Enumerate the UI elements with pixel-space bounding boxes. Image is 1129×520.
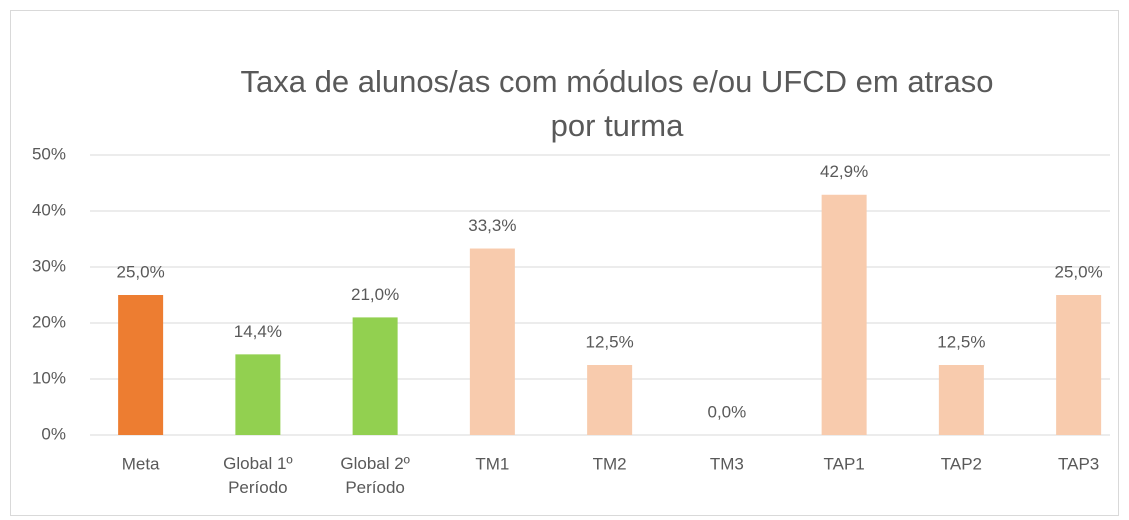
- bar: [587, 365, 633, 435]
- value-label: 25,0%: [117, 262, 165, 281]
- value-label: 12,5%: [586, 332, 634, 351]
- y-tick-label: 50%: [32, 144, 66, 163]
- x-tick-label: TM2: [593, 454, 627, 473]
- y-tick-label: 10%: [32, 368, 66, 387]
- bar: [235, 354, 281, 435]
- value-label: 21,0%: [351, 285, 399, 304]
- x-tick-label: Meta: [122, 454, 160, 473]
- bar: [821, 194, 867, 435]
- value-label: 14,4%: [234, 322, 282, 341]
- value-label: 25,0%: [1055, 262, 1103, 281]
- value-label: 42,9%: [820, 162, 868, 181]
- bar: [118, 295, 164, 435]
- bar: [1056, 295, 1102, 435]
- y-tick-label: 40%: [32, 200, 66, 219]
- x-tick-label: Global 1º Período: [223, 454, 293, 497]
- x-tick-label: TM3: [710, 454, 744, 473]
- value-label: 33,3%: [468, 216, 516, 235]
- bar: [469, 248, 515, 435]
- bar: [938, 365, 984, 435]
- x-tick-line: Global 1º: [223, 454, 293, 473]
- bar: [352, 317, 398, 435]
- y-tick-label: 0%: [41, 424, 66, 443]
- x-tick-label: TAP1: [823, 454, 864, 473]
- x-tick-line: Global 2º: [340, 454, 410, 473]
- x-tick-label: TAP2: [941, 454, 982, 473]
- x-tick-label: TM1: [475, 454, 509, 473]
- value-label: 0,0%: [708, 402, 747, 421]
- chart-title: Taxa de alunos/as com módulos e/ou UFCD …: [240, 64, 994, 143]
- y-tick-label: 20%: [32, 312, 66, 331]
- x-tick-line: Período: [228, 478, 288, 497]
- value-label: 12,5%: [937, 332, 985, 351]
- y-tick-label: 30%: [32, 256, 66, 275]
- chart-border: [10, 10, 1119, 516]
- x-tick-line: Período: [345, 478, 405, 497]
- x-tick-label: Global 2º Período: [340, 454, 410, 497]
- x-tick-label: TAP3: [1058, 454, 1099, 473]
